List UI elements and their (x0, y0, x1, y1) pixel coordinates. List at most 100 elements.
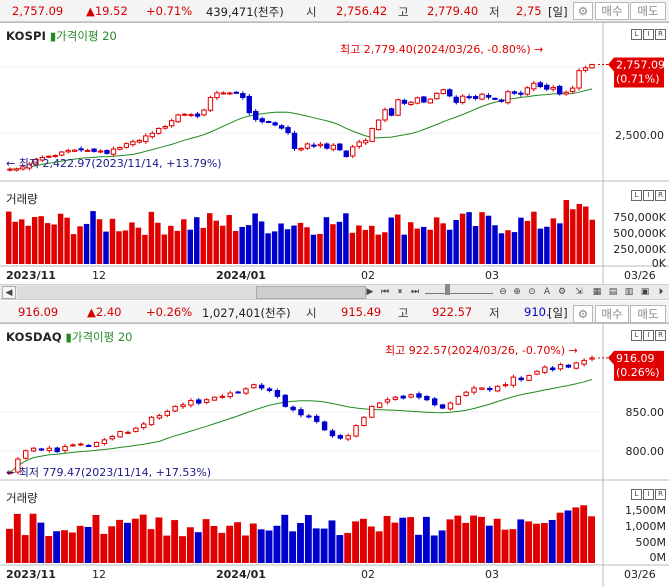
scroll-right-arrow[interactable]: ▶ (366, 287, 374, 297)
chart-type-icon[interactable]: ▦ (592, 287, 602, 297)
chart-info-button[interactable]: I (643, 330, 654, 341)
ma-legend-marker: ▮ (65, 330, 72, 344)
next-icon[interactable]: ⏭ (410, 287, 420, 297)
volume-bar (362, 229, 369, 264)
zoom-slider[interactable] (425, 284, 493, 295)
candle (149, 132, 155, 138)
candle (304, 143, 311, 149)
reset-zoom-icon[interactable]: ⊙ (528, 287, 536, 297)
pause-icon[interactable]: ⏸ (397, 287, 403, 297)
volume-left-button[interactable]: L (631, 190, 642, 201)
candle (330, 144, 337, 150)
window-icon[interactable]: ▣ (640, 287, 650, 297)
candle (91, 148, 97, 152)
volume-bar (142, 234, 148, 264)
candle (203, 399, 210, 403)
volume-bar (278, 223, 284, 264)
first-icon[interactable]: ⏮ (380, 287, 390, 297)
volume-bar (291, 225, 297, 264)
volume-bar (383, 515, 391, 563)
volume-bar (395, 214, 401, 264)
candle (492, 97, 498, 100)
chart-left-button[interactable]: L (631, 330, 642, 341)
candle (329, 430, 336, 437)
candle (498, 99, 505, 102)
chart-left-button[interactable]: L (631, 29, 642, 40)
kosdaq-chart-panel: 최고 922.57(2024/03/26, -0.70%) → ← 최저 779.… (0, 323, 669, 587)
volume-bar (163, 535, 171, 563)
kosdaq-period[interactable]: [일] (548, 306, 568, 320)
volume-right-button[interactable]: R (655, 489, 666, 500)
candle (130, 141, 136, 146)
volume-info-button[interactable]: I (643, 489, 654, 500)
candle (59, 151, 65, 156)
candle (201, 109, 207, 116)
zoom-slider-thumb[interactable] (445, 284, 450, 295)
kosdaq-open: 915.49 (341, 305, 382, 319)
candle (408, 101, 414, 106)
volume-bar (174, 230, 181, 264)
volume-left-button[interactable]: L (631, 489, 642, 500)
date-label: 02 (361, 269, 375, 282)
volume-bar (323, 217, 330, 264)
candle (434, 92, 440, 100)
kosdaq-volume-tick: 0M (649, 551, 667, 564)
volume-bar (550, 218, 557, 264)
zoom-in-icon[interactable]: ⊕ (513, 287, 521, 297)
volume-info-button[interactable]: I (643, 190, 654, 201)
candle (15, 458, 21, 473)
candle (400, 395, 406, 399)
kosdaq-y-tick: 850.00 (625, 406, 665, 419)
volume-bar (470, 515, 477, 563)
scroll-end-icon[interactable]: ⏵ (658, 287, 664, 297)
kosdaq-buy-button[interactable]: 매수 (595, 305, 629, 323)
kosdaq-sell-button[interactable]: 매도 (630, 305, 666, 323)
candle (479, 93, 485, 100)
volume-bar (45, 535, 53, 563)
volume-bar (96, 219, 103, 264)
volume-bar (31, 216, 38, 264)
candle (487, 387, 493, 391)
candle (565, 364, 572, 368)
volume-bar (44, 223, 51, 264)
volume-right-button[interactable]: R (655, 190, 666, 201)
volume-bar (505, 230, 511, 264)
chart-right-button[interactable]: R (655, 330, 666, 341)
kospi-title-row: KOSPI ▮가격이평 20 (6, 28, 117, 44)
volume-bar (493, 518, 501, 563)
chart-right-button[interactable]: R (655, 29, 666, 40)
kospi-sell-button[interactable]: 매도 (630, 2, 666, 20)
volume-bar (186, 527, 194, 563)
volume-bar (344, 532, 352, 563)
draw-tool-icon[interactable]: ⇲ (575, 287, 583, 297)
candle (46, 447, 53, 451)
settings-icon[interactable]: ⚙ (557, 287, 567, 297)
low-annotation: ← 최저 2,422.97(2023/11/14, +13.79%) (6, 157, 222, 170)
kospi-settings-button[interactable]: ⚙ (573, 2, 593, 20)
volume-bar (249, 523, 257, 563)
volume-bar (576, 204, 583, 264)
candle (70, 444, 76, 447)
kosdaq-quote-bar: 916.09 ▲2.40 +0.26% 1,027,401(천주) 시 915.… (0, 301, 669, 323)
candle (219, 395, 226, 398)
volume-bar (438, 530, 446, 563)
chart-scrollbar[interactable]: ◀ ▶ ⏮ ⏸ ⏭ ⊖ ⊕ ⊙ A ⚙ ⇲ ▦ ▤ ▥ ▣ ⏵ (0, 284, 669, 300)
volume-bar (462, 522, 470, 563)
kospi-period[interactable]: [일] (548, 5, 568, 19)
kosdaq-chart[interactable]: 최고 922.57(2024/03/26, -0.70%) → ← 최저 779.… (0, 324, 669, 587)
candle (227, 92, 233, 95)
scroll-left-arrow[interactable]: ◀ (2, 286, 16, 299)
volume-bar (155, 222, 161, 264)
scroll-thumb[interactable] (256, 286, 366, 299)
layout-icon[interactable]: ▤ (608, 287, 618, 297)
kospi-chart[interactable]: 최고 2,779.40(2024/03/26, -0.80%) → ← 최저 2,… (0, 23, 669, 287)
kospi-buy-button[interactable]: 매수 (595, 2, 629, 20)
kosdaq-settings-button[interactable]: ⚙ (573, 305, 593, 323)
kospi-change: ▲19.52 (86, 4, 128, 18)
date-label: 12 (92, 568, 106, 581)
zoom-out-icon[interactable]: ⊖ (499, 287, 507, 297)
chart-info-button[interactable]: I (643, 29, 654, 40)
grid-icon[interactable]: ▥ (624, 287, 634, 297)
text-tool-icon[interactable]: A (543, 287, 551, 297)
